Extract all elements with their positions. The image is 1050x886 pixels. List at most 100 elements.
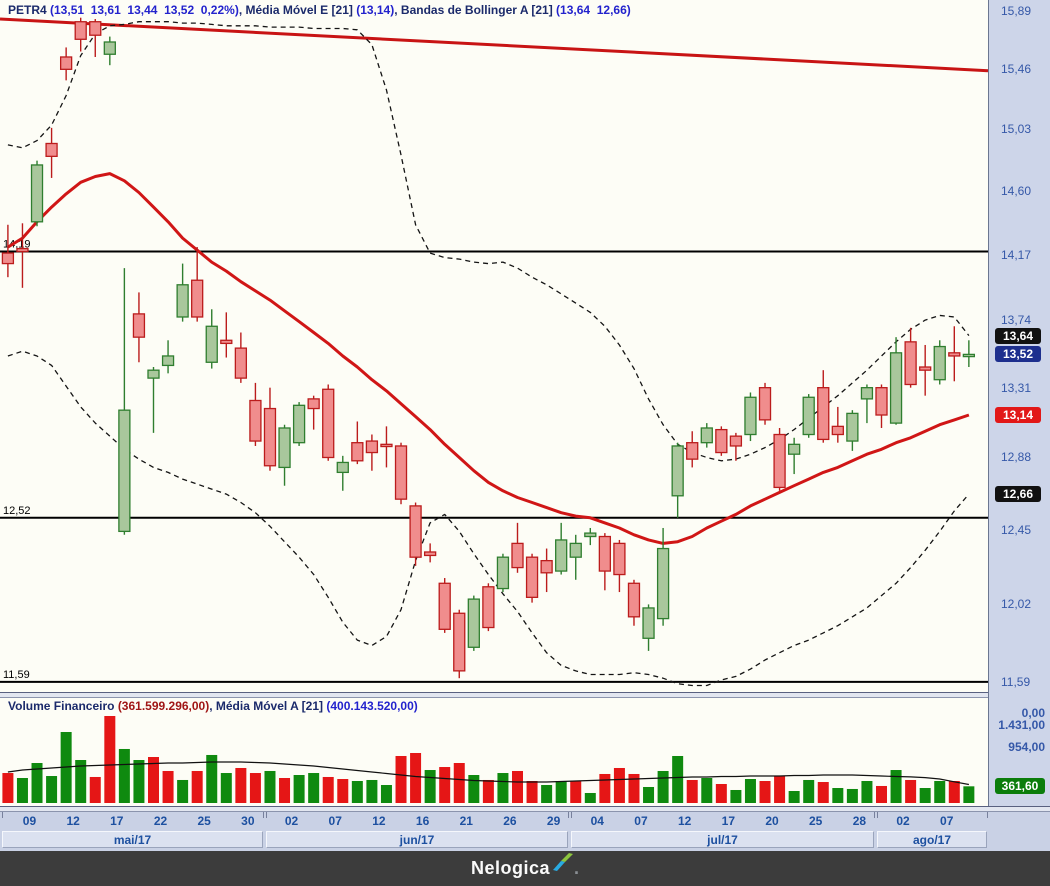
volume-bar [279, 777, 291, 803]
candle-body [30, 164, 44, 223]
volume-bar [133, 760, 145, 803]
candle-body [496, 556, 510, 590]
candle-body [744, 396, 757, 436]
price-axis-label: 12,02 [1001, 597, 1032, 612]
time-axis-tick-mark [571, 812, 572, 818]
volume-bar [410, 752, 422, 803]
trendline [0, 17, 988, 73]
time-axis-tick-mark [877, 812, 878, 818]
time-axis-tick-label: 09 [22, 814, 37, 828]
time-axis-tick-label: 29 [546, 814, 561, 828]
nelogica-bolt-icon [553, 852, 573, 871]
candle-body [787, 443, 801, 455]
volume-bar [817, 782, 829, 803]
candle-body [380, 443, 393, 448]
candle-body [686, 442, 699, 460]
volume-bar [715, 783, 727, 803]
volume-axis-label: 954,00 [1008, 740, 1045, 754]
time-axis-tick-mark [568, 812, 569, 818]
candle-body [875, 387, 888, 416]
price-axis-label: 14,17 [1001, 247, 1032, 262]
time-axis-tick-label: 12 [372, 814, 386, 828]
candle-body [627, 582, 641, 618]
volume-bar [249, 773, 261, 803]
volume-bar [541, 785, 553, 803]
candle-body [263, 407, 277, 467]
candle-body [365, 440, 379, 454]
candle-body [453, 612, 466, 672]
price-axis-label: 15,03 [1001, 122, 1032, 137]
time-axis-tick-label: 30 [241, 814, 255, 828]
candle-body [511, 542, 524, 569]
footer-bar: Nelogica . [0, 851, 1050, 886]
volume-pane[interactable]: Volume Financeiro (361.599.296,00), Médi… [0, 698, 988, 806]
candle-body [846, 412, 859, 442]
brand-dot: . [574, 858, 580, 878]
time-axis-tick-mark [263, 812, 264, 818]
volume-bar [788, 791, 800, 803]
volume-bar [235, 767, 247, 803]
volume-bar [861, 780, 873, 803]
volume-axis-label: 0,00 [1021, 706, 1045, 720]
candle-body [598, 535, 612, 572]
volume-bar [890, 770, 902, 803]
volume-bar [628, 773, 640, 803]
volume-bar [934, 780, 946, 803]
volume-chart-canvas[interactable] [0, 698, 988, 806]
candle-body [773, 433, 786, 489]
time-axis-tick-label: 17 [721, 814, 735, 828]
price-axis-panel[interactable]: 15,89 15,46 15,03 14,60 14,17 13,74 13,31 12,88… [988, 0, 1050, 806]
time-axis-months[interactable]: mai/17 jun/17 jul/17 ago/17 [0, 830, 1050, 851]
candle-body [220, 339, 233, 345]
time-axis-tick-label: 25 [809, 814, 823, 828]
time-axis-tick-label: 12 [677, 814, 692, 828]
price-axis-label: 14,60 [1001, 184, 1032, 198]
candle-body [540, 559, 553, 574]
price-axis-label: 12,88 [1001, 450, 1032, 465]
volume-bar [657, 770, 669, 803]
candle-body [132, 313, 146, 338]
volume-bar [337, 779, 349, 803]
volume-bar [118, 748, 130, 803]
candle-body [919, 366, 932, 371]
volume-bar [2, 773, 14, 803]
horizontal-line-label: 12,52 [3, 505, 31, 517]
volume-bar [701, 777, 713, 803]
volume-bar [308, 773, 320, 803]
volume-bar [177, 779, 189, 803]
candle-body [642, 607, 655, 639]
volume-bar [599, 773, 611, 803]
time-axis-dates[interactable]: 09 12 17 22 25 30 02 07 12 16 21 26 29 04 07 12 17 20 25 28… [0, 812, 1050, 830]
time-axis-tick-label: 25 [197, 814, 211, 828]
candle-body [569, 542, 582, 558]
price-axis-label: 15,46 [1001, 62, 1032, 77]
candle-body [191, 279, 204, 318]
candle-body [351, 442, 364, 462]
candle-body [423, 551, 437, 557]
volume-bar [846, 788, 858, 803]
volume-bar [774, 776, 786, 803]
price-axis-badge: 12,66 [995, 486, 1041, 503]
candle-body [802, 396, 815, 436]
volume-axis-label: 1.431,00 [998, 718, 1045, 732]
volume-bar [453, 763, 465, 803]
volume-bar [104, 715, 116, 803]
candle-body [205, 325, 218, 363]
candle-body [729, 435, 743, 447]
volume-bar [380, 785, 392, 803]
volume-bar [16, 777, 28, 803]
volume-bar [162, 770, 174, 803]
volume-bar [948, 780, 960, 803]
time-axis-tick-label: 07 [634, 814, 648, 828]
pane-divider[interactable] [0, 692, 1050, 698]
price-chart-pane[interactable]: 14,19 12,52 11,59 PETR4 (13,51 13,61 13,44… [0, 0, 988, 692]
volume-bar [424, 770, 436, 803]
candle-body [1, 252, 15, 265]
candle-body [45, 142, 58, 157]
volume-bar [963, 786, 975, 803]
volume-bar [351, 780, 363, 803]
candle-body [671, 445, 684, 497]
time-axis-tick-label: 17 [110, 814, 124, 828]
volume-bar [919, 788, 931, 803]
